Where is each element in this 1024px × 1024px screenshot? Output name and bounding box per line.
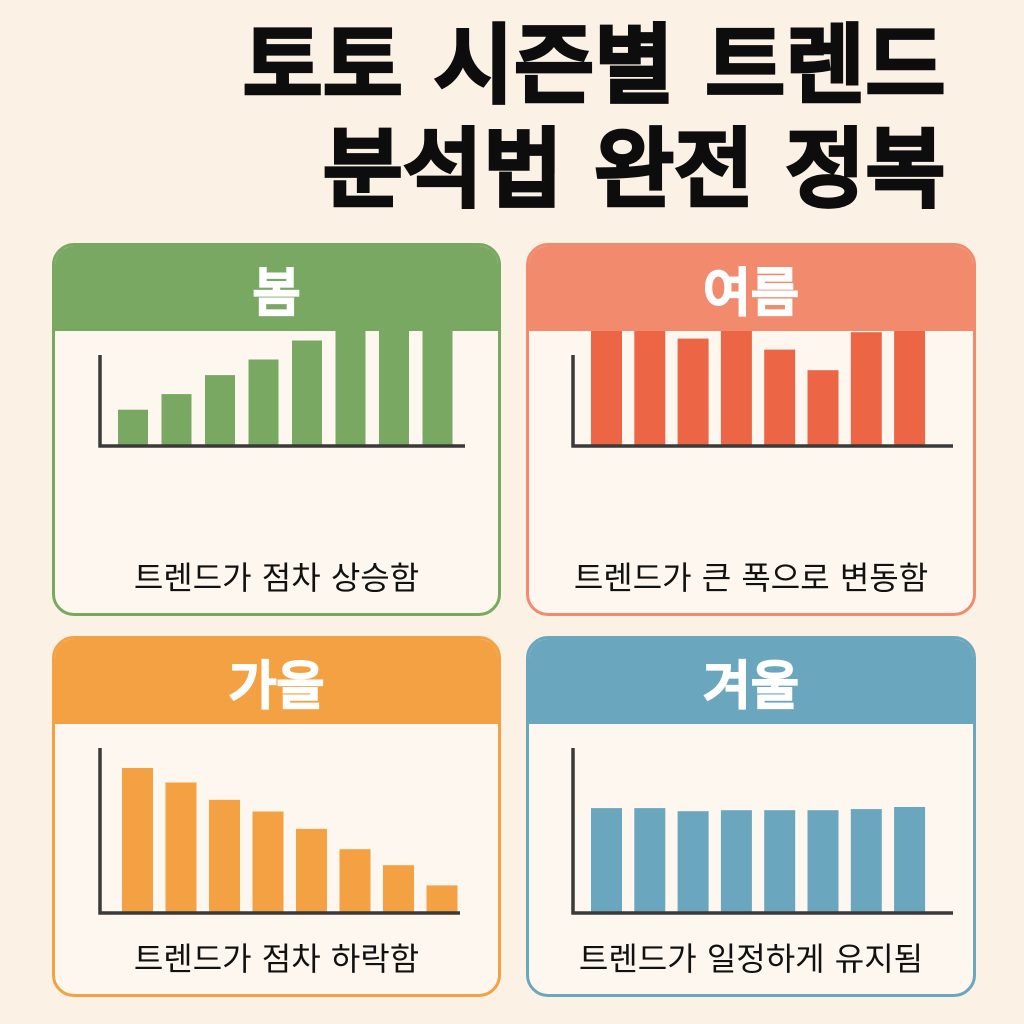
autumn-bar-1 <box>122 768 153 913</box>
autumn-bar-chart <box>98 748 460 915</box>
autumn-bar-3 <box>209 799 240 913</box>
winter-panel-caption: 트렌드가 일정하게 유지됨 <box>578 940 924 978</box>
winter-bar-7 <box>850 809 882 913</box>
winter-bar-chart <box>571 748 953 915</box>
winter-bar-2 <box>634 808 666 913</box>
autumn-panel-header: 가을 <box>55 639 498 724</box>
autumn-panel-caption: 트렌드가 점차 하락함 <box>133 940 420 978</box>
summer-panel-header: 여름 <box>529 246 973 331</box>
autumn-bar-4 <box>252 811 284 913</box>
autumn-bar-6 <box>339 849 371 913</box>
spring-bar-1 <box>118 409 148 446</box>
autumn-bar-8 <box>426 885 458 913</box>
summer-bar-8 <box>894 331 926 446</box>
winter-bar-6 <box>807 810 839 913</box>
winter-bar-4 <box>720 810 752 913</box>
spring-bar-5 <box>292 340 322 446</box>
autumn-bar-2 <box>165 782 197 913</box>
summer-bar-1 <box>591 331 622 446</box>
page-title-line-2: 분석법 완전 정복 <box>322 119 947 222</box>
summer-bar-2 <box>634 331 666 446</box>
spring-bar-chart <box>98 331 465 448</box>
summer-bar-chart <box>571 331 953 448</box>
spring-bar-7 <box>379 331 409 446</box>
page-title: 토토 시즌별 트렌드 분석법 완전 정복 <box>242 14 947 222</box>
summer-bar-5 <box>764 349 796 446</box>
spring-panel-header: 봄 <box>55 246 498 331</box>
winter-panel: 겨울 트렌드가 일정하게 유지됨 <box>526 636 976 997</box>
autumn-panel: 가을 트렌드가 점차 하락함 <box>52 636 501 997</box>
spring-bar-3 <box>205 375 235 446</box>
winter-bar-8 <box>894 807 926 913</box>
winter-panel-header: 겨울 <box>529 639 973 724</box>
summer-bar-6 <box>807 370 839 446</box>
summer-panel: 여름 트렌드가 큰 폭으로 변동함 <box>526 243 976 616</box>
summer-bar-3 <box>677 338 709 446</box>
spring-bar-6 <box>335 331 366 446</box>
winter-bar-5 <box>764 810 796 913</box>
summer-bar-7 <box>850 332 882 446</box>
winter-bar-3 <box>677 811 709 913</box>
winter-bar-1 <box>591 808 622 913</box>
autumn-bar-5 <box>296 828 327 913</box>
page-title-line-1: 토토 시즌별 트렌드 <box>242 15 947 118</box>
spring-panel-caption: 트렌드가 점차 상승함 <box>133 559 420 597</box>
autumn-bar-7 <box>383 865 414 914</box>
summer-panel-caption: 트렌드가 큰 폭으로 변동함 <box>573 559 929 597</box>
summer-bar-4 <box>720 331 752 446</box>
spring-panel: 봄 트렌드가 점차 상승함 <box>52 243 501 616</box>
spring-bar-8 <box>422 331 453 446</box>
spring-bar-2 <box>161 394 192 446</box>
spring-bar-4 <box>248 359 279 446</box>
